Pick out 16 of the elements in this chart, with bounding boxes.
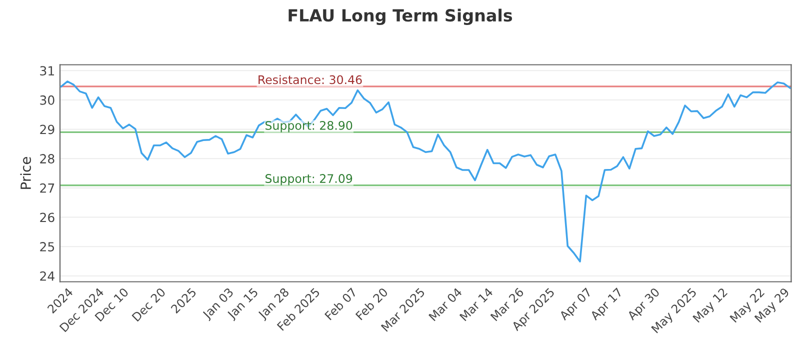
y-tick-label: 30 — [40, 95, 54, 105]
ref-line-label: Resistance: 30.46 — [258, 75, 362, 84]
y-tick-label: 24 — [40, 271, 54, 281]
chart-title: FLAU Long Term Signals — [288, 8, 512, 26]
y-tick-label: 25 — [40, 242, 54, 252]
x-tick-label: Dec 20 — [132, 287, 166, 322]
y-tick-label: 26 — [40, 212, 54, 222]
y-tick-label: 28 — [40, 154, 54, 164]
x-tick-label: Apr 17 — [590, 288, 624, 322]
ref-line-label: Support: 27.09 — [266, 174, 352, 186]
y-axis-title: Price — [20, 157, 31, 189]
y-tick-label: 29 — [40, 124, 54, 134]
y-tick-label: 31 — [40, 66, 54, 76]
y-tick-label: 27 — [40, 183, 54, 193]
ref-line-label: Support: 28.90 — [266, 120, 352, 132]
x-tick-label: Feb 20 — [355, 287, 388, 320]
